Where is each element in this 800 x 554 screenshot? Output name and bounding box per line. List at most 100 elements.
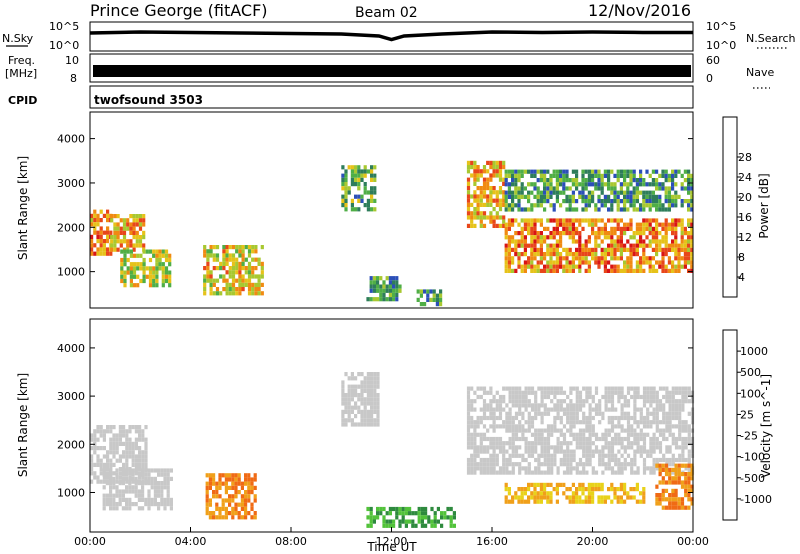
heatmap-cell — [636, 445, 640, 450]
heatmap-cell — [664, 497, 669, 502]
heatmap-cell — [228, 253, 232, 258]
heatmap-cell — [134, 429, 138, 434]
heatmap-cell — [238, 270, 242, 275]
heatmap-cell — [420, 515, 424, 520]
heatmap-cell — [128, 454, 132, 459]
heatmap-cell — [546, 182, 550, 187]
heatmap-cell — [671, 203, 675, 208]
heatmap-cell — [587, 194, 591, 199]
heatmap-cell — [587, 252, 591, 257]
heatmap-cell — [684, 394, 688, 400]
heatmap-cell — [629, 173, 633, 178]
heatmap-cell — [123, 257, 127, 263]
heatmap-cell — [674, 493, 678, 498]
heatmap-cell — [681, 428, 685, 433]
heatmap-cell — [479, 420, 483, 425]
heatmap-cell — [584, 207, 588, 212]
heatmap-cell — [578, 218, 582, 223]
heatmap-cell — [514, 411, 519, 416]
heatmap-cell — [671, 436, 675, 442]
heatmap-cell — [514, 491, 518, 496]
heatmap-cell — [610, 243, 614, 248]
heatmap-cell — [520, 239, 524, 244]
cpid-label: CPID — [8, 94, 37, 107]
heatmap-cell — [678, 445, 682, 450]
heatmap-cell — [690, 488, 694, 493]
heatmap-cell — [212, 481, 216, 486]
heatmap-cell — [664, 247, 668, 252]
heatmap-cell — [594, 403, 599, 408]
heatmap-cell — [247, 270, 252, 275]
heatmap-cell — [533, 495, 537, 500]
heatmap-cell — [530, 218, 534, 223]
heatmap-cell — [575, 186, 579, 191]
heatmap-cell — [363, 203, 367, 208]
heatmap-cell — [646, 390, 650, 395]
heatmap-cell — [655, 493, 659, 498]
heatmap-cell — [505, 470, 509, 475]
heatmap-cell — [235, 291, 239, 296]
heatmap-cell — [476, 449, 480, 454]
heatmap-cell — [534, 411, 538, 416]
heatmap-cell — [507, 194, 511, 199]
heatmap-cell — [690, 260, 694, 265]
heatmap-cell — [373, 380, 377, 385]
heatmap-cell — [566, 445, 570, 450]
heatmap-cell — [523, 207, 527, 212]
heatmap-cell — [664, 194, 668, 199]
heatmap-cell — [116, 222, 120, 227]
heatmap-cell — [665, 428, 669, 433]
heatmap-cell — [655, 218, 659, 223]
heatmap-cell — [539, 173, 543, 178]
heatmap-cell — [630, 441, 634, 446]
heatmap-cell — [137, 489, 141, 494]
heatmap-cell — [597, 199, 601, 204]
heatmap-cell — [543, 428, 547, 433]
heatmap-cell — [492, 173, 496, 178]
heatmap-cell — [664, 252, 668, 257]
heatmap-cell — [524, 403, 528, 408]
heatmap-cell — [629, 247, 633, 252]
heatmap-cell — [678, 424, 682, 429]
heatmap-cell — [344, 203, 348, 208]
heatmap-cell — [395, 515, 399, 520]
heatmap-cell — [665, 420, 669, 425]
heatmap-cell — [423, 302, 427, 307]
heatmap-cell — [395, 280, 399, 285]
heatmap-cell — [635, 194, 639, 199]
heatmap-cell — [102, 472, 106, 477]
heatmap-cell — [440, 523, 444, 528]
heatmap-cell — [680, 226, 684, 231]
heatmap-cell — [489, 466, 493, 471]
heatmap-cell — [607, 386, 611, 391]
heatmap-cell — [550, 390, 554, 395]
heatmap-cell — [658, 264, 662, 269]
heatmap-cell — [639, 178, 643, 183]
heatmap-cell — [344, 422, 348, 427]
heatmap-cell — [536, 178, 540, 183]
heatmap-cell — [619, 243, 623, 248]
heatmap-cell — [591, 178, 595, 183]
heatmap-cell — [160, 485, 164, 490]
heatmap-cell — [379, 284, 383, 289]
heatmap-cell — [690, 222, 694, 227]
heatmap-cell — [341, 388, 345, 393]
heatmap-cell — [690, 243, 694, 248]
heatmap-cell — [601, 436, 605, 442]
heatmap-cell — [582, 436, 586, 442]
heatmap-cell — [540, 428, 544, 433]
heatmap-cell — [587, 203, 591, 208]
heatmap-cell — [690, 186, 694, 191]
heatmap-cell — [247, 274, 252, 279]
heatmap-cell — [153, 493, 157, 498]
heatmap-cell — [247, 485, 251, 490]
heatmap-cell — [141, 475, 145, 480]
heatmap-cell — [372, 276, 376, 281]
heatmap-cell — [102, 251, 106, 256]
heatmap-cell — [575, 441, 579, 446]
colorbar-tick-label: 12 — [738, 231, 752, 244]
heatmap-cell — [680, 218, 684, 223]
heatmap-cell — [228, 511, 232, 516]
heatmap-cell — [598, 453, 602, 458]
heatmap-cell — [466, 186, 471, 191]
